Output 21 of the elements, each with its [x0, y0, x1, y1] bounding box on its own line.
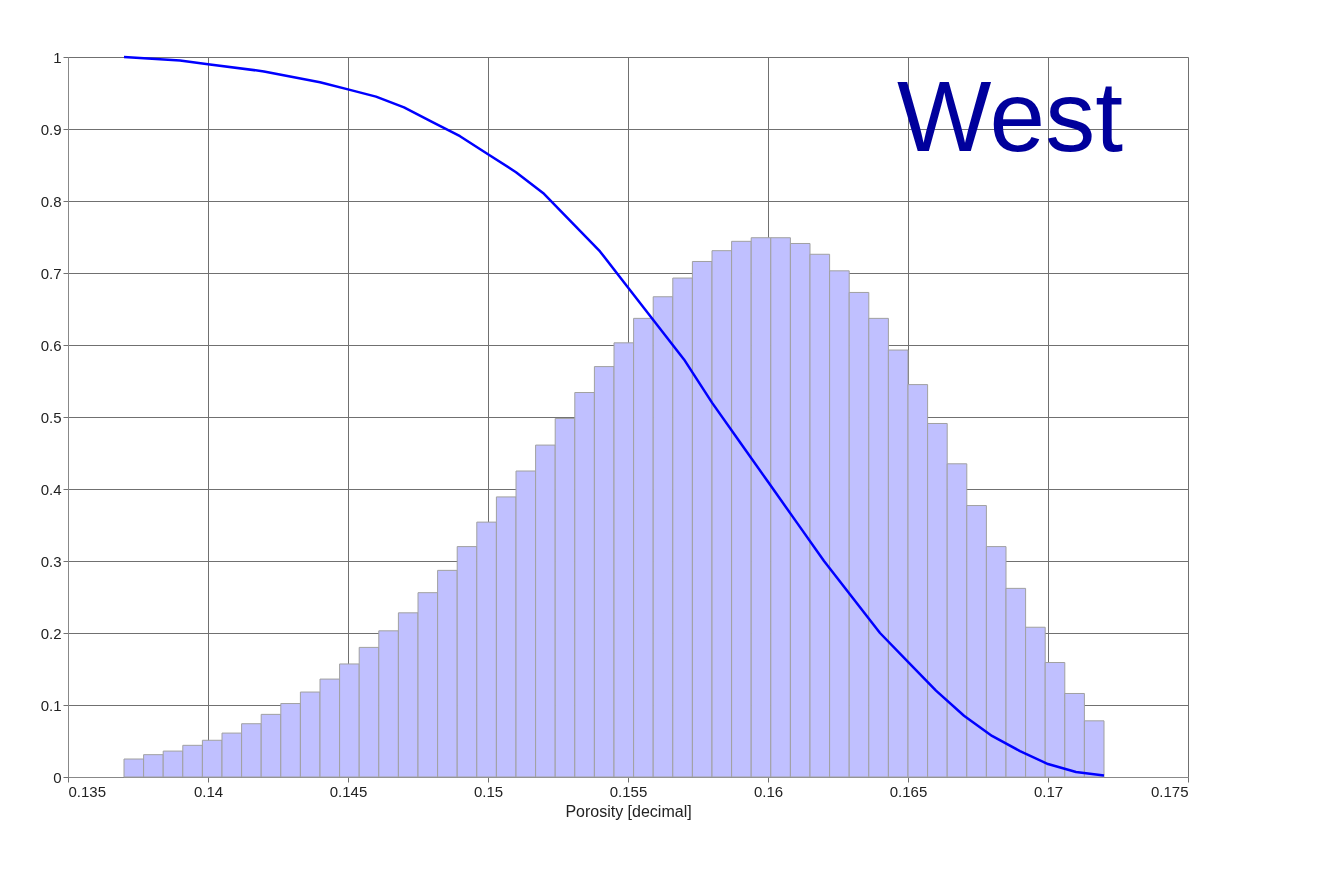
x-tick-label: 0.14	[193, 782, 224, 800]
y-tick-label: 0.5	[40, 408, 62, 426]
y-tick-label: 0.7	[40, 264, 62, 282]
y-tick-label: 0.3	[40, 552, 62, 570]
x-tick-label: 0.175	[1150, 782, 1189, 800]
y-tick-label: 0.9	[40, 120, 62, 138]
x-tick-label: 0.135	[68, 782, 107, 800]
y-tick-label: 1	[53, 48, 62, 66]
y-tick-label: 0.4	[40, 480, 62, 498]
x-tick-label: 0.155	[609, 782, 648, 800]
x-tick-label: 0.165	[889, 782, 928, 800]
y-tick-label: 0	[53, 768, 62, 786]
x-tick-label: 0.16	[753, 782, 784, 800]
x-tick-label: 0.17	[1033, 782, 1064, 800]
x-tick-label: 0.15	[473, 782, 504, 800]
y-tick-label: 0.2	[40, 624, 62, 642]
x-axis-title: Porosity [decimal]	[565, 802, 692, 820]
y-tick-label: 0.6	[40, 336, 62, 354]
x-tick-label: 0.145	[329, 782, 368, 800]
y-tick-label: 0.8	[40, 192, 62, 210]
y-tick-label: 0.1	[40, 696, 62, 714]
